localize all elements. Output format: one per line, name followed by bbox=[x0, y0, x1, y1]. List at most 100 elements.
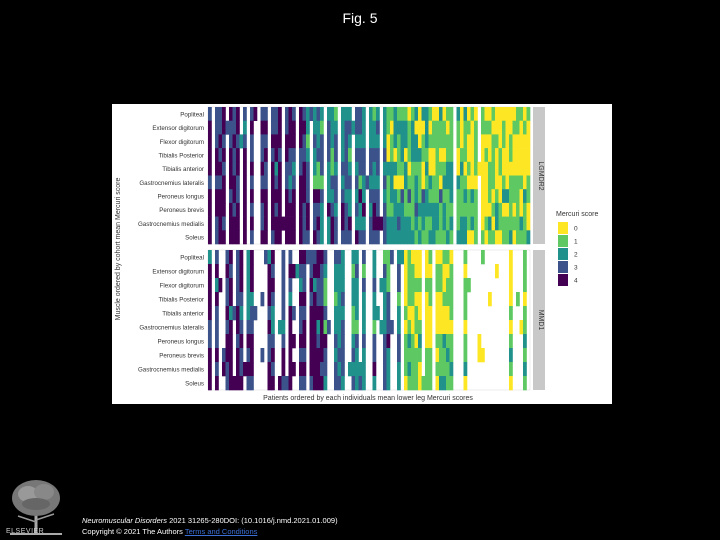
heatmap-cell bbox=[208, 161, 212, 176]
heatmap-cell bbox=[372, 264, 377, 279]
heatmap-cell bbox=[334, 306, 338, 321]
heatmap-cell bbox=[449, 134, 454, 149]
heatmap-cell bbox=[320, 107, 324, 121]
heatmap-cell bbox=[421, 175, 426, 190]
heatmap-cell bbox=[281, 264, 286, 279]
heatmap-cell bbox=[355, 134, 359, 149]
heatmap-cell bbox=[383, 306, 387, 321]
heatmap-cell bbox=[260, 202, 265, 217]
heatmap-cell bbox=[278, 230, 282, 245]
legend-swatch bbox=[558, 222, 568, 234]
heatmap-cell bbox=[246, 264, 251, 279]
heatmap-cell bbox=[428, 376, 433, 391]
heatmap-cell bbox=[418, 334, 422, 349]
heatmap-cell bbox=[236, 120, 240, 135]
heatmap-cell bbox=[236, 376, 240, 391]
heatmap-cell bbox=[306, 250, 310, 265]
heatmap-cell bbox=[274, 202, 279, 217]
heatmap-cell bbox=[316, 120, 321, 135]
heatmap-cell bbox=[225, 306, 230, 321]
heatmap-cell bbox=[327, 107, 331, 121]
heatmap-cell bbox=[449, 189, 454, 204]
heatmap-cell bbox=[309, 107, 314, 121]
heatmap-cell bbox=[218, 216, 223, 231]
heatmap-cell bbox=[344, 148, 349, 163]
heatmap-cell bbox=[449, 306, 454, 321]
heatmap-cell bbox=[460, 216, 464, 231]
heatmap-cell bbox=[372, 292, 377, 307]
heatmap-cell bbox=[460, 202, 464, 217]
heatmap-cell bbox=[407, 189, 412, 204]
heatmap-cell bbox=[481, 148, 485, 163]
heatmap-cell bbox=[355, 376, 359, 391]
heatmap-cell bbox=[358, 202, 363, 217]
heatmap-cell bbox=[407, 348, 412, 363]
heatmap-cell bbox=[372, 107, 377, 121]
heatmap-cell bbox=[523, 306, 527, 321]
heatmap-cell bbox=[278, 189, 282, 204]
heatmap-cell bbox=[432, 202, 436, 217]
heatmap-cell bbox=[400, 175, 405, 190]
heatmap-cell bbox=[523, 376, 527, 391]
heatmap-cell bbox=[526, 230, 531, 245]
legend-label: 0 bbox=[574, 226, 578, 233]
heatmap-cell bbox=[299, 362, 303, 377]
heatmap-cell bbox=[414, 250, 419, 265]
heatmap-cell bbox=[239, 264, 244, 279]
heatmap-cell bbox=[341, 362, 345, 377]
heatmap-cell bbox=[323, 376, 328, 391]
heatmap-cell bbox=[446, 250, 450, 265]
heatmap-cell bbox=[306, 230, 310, 245]
heatmap-cell bbox=[316, 161, 321, 176]
heatmap-cell bbox=[278, 134, 282, 149]
heatmap-cell bbox=[351, 250, 356, 265]
heatmap-cell bbox=[446, 175, 450, 190]
heatmap-cell bbox=[414, 334, 419, 349]
heatmap-cell bbox=[316, 306, 321, 321]
heatmap-cell bbox=[411, 306, 415, 321]
heatmap-cell bbox=[243, 161, 247, 176]
heatmap-cell bbox=[274, 161, 279, 176]
heatmap-cell bbox=[250, 306, 254, 321]
muscle-label: Tibialis anterior bbox=[162, 166, 204, 173]
heatmap-cell bbox=[348, 362, 352, 377]
heatmap-cell bbox=[323, 264, 328, 279]
heatmap-cell bbox=[502, 189, 506, 204]
heatmap-cell bbox=[369, 230, 373, 245]
heatmap-cell bbox=[236, 278, 240, 293]
heatmap-cell bbox=[351, 306, 356, 321]
muscle-labels-mmd1: Popliteal Extensor digitorum Flexor digito… bbox=[138, 255, 204, 388]
heatmap-cell bbox=[470, 161, 475, 176]
heatmap-cell bbox=[488, 120, 492, 135]
heatmap-cell bbox=[281, 216, 286, 231]
heatmap-cell bbox=[316, 278, 321, 293]
heatmap-cell bbox=[337, 306, 342, 321]
heatmap-cell bbox=[484, 202, 489, 217]
heatmap-cell bbox=[351, 334, 356, 349]
heatmap-cell bbox=[215, 189, 219, 204]
heatmap-cell bbox=[428, 250, 433, 265]
heatmap-cell bbox=[442, 250, 447, 265]
heatmap-cell bbox=[208, 278, 212, 293]
heatmap-cell bbox=[467, 148, 471, 163]
heatmap-cell bbox=[386, 278, 391, 293]
heatmap-cell bbox=[369, 202, 373, 217]
heatmap-cell bbox=[260, 161, 265, 176]
heatmap-cell bbox=[271, 134, 275, 149]
heatmap-cell bbox=[341, 264, 345, 279]
heatmap-cell bbox=[362, 376, 366, 391]
terms-link[interactable]: Terms and Conditions bbox=[184, 527, 258, 536]
heatmap-cell bbox=[512, 189, 517, 204]
heatmap-cell bbox=[376, 306, 380, 321]
heatmap-cell bbox=[274, 230, 279, 245]
heatmap-cell bbox=[302, 264, 307, 279]
heatmap-cell bbox=[313, 107, 317, 121]
heatmap-cell bbox=[313, 120, 317, 135]
heatmap-cell bbox=[428, 189, 433, 204]
heatmap-cell bbox=[498, 175, 503, 190]
heatmap-cell bbox=[421, 120, 426, 135]
heatmap-cell bbox=[320, 230, 324, 245]
heatmap-cell bbox=[505, 230, 510, 245]
heatmap-cell bbox=[246, 292, 251, 307]
heatmap-cell bbox=[313, 348, 317, 363]
